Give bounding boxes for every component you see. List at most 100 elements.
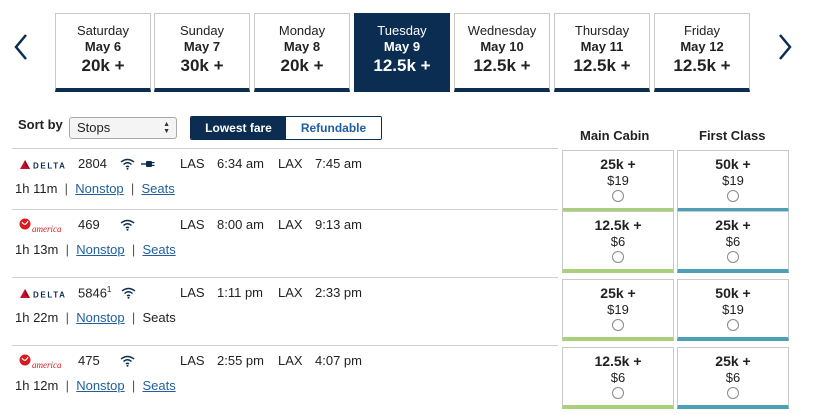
- fare-points: 50k +: [715, 156, 751, 172]
- flight-details-line: 1h 11m | Nonstop | Seats: [15, 181, 175, 196]
- fare-points: 25k +: [715, 353, 751, 369]
- sort-by-label: Sort by: [18, 117, 63, 132]
- destination-airport: LAX: [278, 156, 303, 171]
- date-tab-date: May 12: [680, 39, 724, 54]
- svg-text:DELTA: DELTA: [33, 162, 66, 171]
- refundable-option[interactable]: Refundable: [286, 117, 381, 139]
- next-week-arrow-icon[interactable]: [771, 32, 797, 62]
- fare-taxes: $6: [610, 370, 626, 385]
- delta-logo: DELTA: [18, 285, 74, 303]
- destination-airport: LAX: [278, 285, 303, 300]
- fare-radio[interactable]: [612, 251, 624, 263]
- seats-label: Seats: [142, 310, 176, 325]
- fare-taxes: $19: [722, 173, 744, 188]
- flight-duration: 1h 13m: [15, 242, 59, 257]
- fare-radio[interactable]: [727, 319, 739, 331]
- sort-select[interactable]: Stops ▲ ▼: [69, 117, 177, 139]
- wifi-icon: [121, 286, 136, 299]
- separator: |: [58, 242, 77, 257]
- departure-time: 6:34 am: [217, 156, 264, 171]
- flight-number: 475: [78, 353, 100, 368]
- nonstop-link[interactable]: Nonstop: [76, 310, 125, 325]
- date-tab-monday[interactable]: Monday May 8 20k +: [254, 13, 350, 92]
- date-tab-day: Sunday: [179, 23, 225, 38]
- date-tab-price: 30k +: [180, 56, 224, 75]
- flight-number: 2804: [78, 156, 107, 171]
- date-tab-day: Thursday: [574, 23, 630, 38]
- date-tab-date: May 9: [383, 39, 421, 54]
- separator: |: [58, 310, 77, 325]
- first-class-fare[interactable]: 25k + $6: [677, 211, 789, 273]
- date-tab-friday[interactable]: Friday May 12 12.5k +: [654, 13, 750, 92]
- flight-row: DELTA 58461 LAS 1:11 pm LAX 2:33 pm 1h 22m | N…: [12, 279, 558, 345]
- flight-number-value: 475: [78, 353, 100, 368]
- flight-number-value: 5846: [78, 285, 107, 301]
- fare-radio[interactable]: [612, 319, 624, 331]
- date-tab-sunday[interactable]: Sunday May 7 30k +: [154, 13, 250, 92]
- arrival-time: 9:13 am: [315, 217, 362, 232]
- date-tab-day: Wednesday: [467, 23, 537, 38]
- fare-taxes: $19: [607, 173, 629, 188]
- date-tab-saturday[interactable]: Saturday May 6 20k +: [55, 13, 151, 92]
- date-tab-thursday[interactable]: Thursday May 11 12.5k +: [554, 13, 650, 92]
- flight-row: america 475 LAS 2:55 pm LAX 4:07 pm 1h 12m | N…: [12, 347, 558, 413]
- fare-radio[interactable]: [727, 190, 739, 202]
- origin-airport: LAS: [180, 285, 205, 300]
- date-tab-price: 12.5k +: [673, 56, 731, 75]
- seats-link[interactable]: Seats: [142, 242, 176, 257]
- row-divider: [12, 277, 558, 278]
- fare-radio[interactable]: [612, 387, 624, 399]
- fare-points: 25k +: [715, 217, 751, 233]
- date-tab-date: May 7: [183, 39, 221, 54]
- origin-airport: LAS: [180, 156, 205, 171]
- seats-link[interactable]: Seats: [142, 378, 176, 393]
- date-tab-day: Tuesday: [377, 23, 427, 38]
- svg-text:america: america: [32, 224, 62, 234]
- flight-details-line: 1h 22m | Nonstop | Seats: [15, 310, 176, 325]
- previous-week-arrow-icon[interactable]: [9, 32, 35, 62]
- flight-number-value: 2804: [78, 156, 107, 171]
- separator: |: [123, 181, 142, 196]
- departure-time: 2:55 pm: [217, 353, 264, 368]
- svg-text:america: america: [32, 360, 62, 370]
- nonstop-link[interactable]: Nonstop: [75, 181, 124, 196]
- first-class-fare[interactable]: 50k + $19: [677, 279, 789, 341]
- fare-points: 25k +: [600, 285, 636, 301]
- fare-radio[interactable]: [612, 190, 624, 202]
- power-icon: [140, 157, 155, 169]
- row-divider: [12, 209, 558, 210]
- flight-footnote: 1: [106, 285, 112, 294]
- first-class-fare[interactable]: 25k + $6: [677, 347, 789, 409]
- date-tab-tuesday[interactable]: Tuesday May 9 12.5k +: [354, 13, 450, 92]
- flight-number: 58461: [78, 285, 111, 300]
- destination-airport: LAX: [278, 217, 303, 232]
- seats-link[interactable]: Seats: [141, 181, 175, 196]
- first-class-fare[interactable]: 50k + $19: [677, 150, 789, 212]
- separator: |: [124, 378, 143, 393]
- row-divider: [12, 345, 558, 346]
- main-cabin-fare[interactable]: 12.5k + $6: [562, 347, 674, 409]
- fare-type-toggle: Lowest fare Refundable: [190, 116, 382, 140]
- fare-points: 12.5k +: [594, 217, 642, 233]
- fare-points: 12.5k +: [594, 353, 642, 369]
- fare-radio[interactable]: [727, 251, 739, 263]
- fare-points: 50k +: [715, 285, 751, 301]
- fare-radio[interactable]: [727, 387, 739, 399]
- main-cabin-fare[interactable]: 25k + $19: [562, 279, 674, 341]
- fare-taxes: $6: [610, 234, 626, 249]
- nonstop-link[interactable]: Nonstop: [76, 242, 125, 257]
- main-cabin-fare[interactable]: 25k + $19: [562, 150, 674, 212]
- flight-details-line: 1h 13m | Nonstop | Seats: [15, 242, 176, 257]
- virgin-america-logo: america: [18, 353, 74, 371]
- main-cabin-header: Main Cabin: [580, 128, 650, 143]
- separator: |: [124, 242, 143, 257]
- wifi-icon: [120, 218, 135, 231]
- date-tab-price: 12.5k +: [573, 56, 631, 75]
- flight-number-value: 469: [78, 217, 100, 232]
- flight-row: america 469 LAS 8:00 am LAX 9:13 am 1h 13m | N…: [12, 211, 558, 277]
- nonstop-link[interactable]: Nonstop: [76, 378, 125, 393]
- flight-row: DELTA 2804 LAS 6:34 am LAX 7:45 am 1h 11m | No…: [12, 150, 558, 216]
- lowest-fare-option[interactable]: Lowest fare: [191, 117, 286, 139]
- date-tab-wednesday[interactable]: Wednesday May 10 12.5k +: [454, 13, 550, 92]
- main-cabin-fare[interactable]: 12.5k + $6: [562, 211, 674, 273]
